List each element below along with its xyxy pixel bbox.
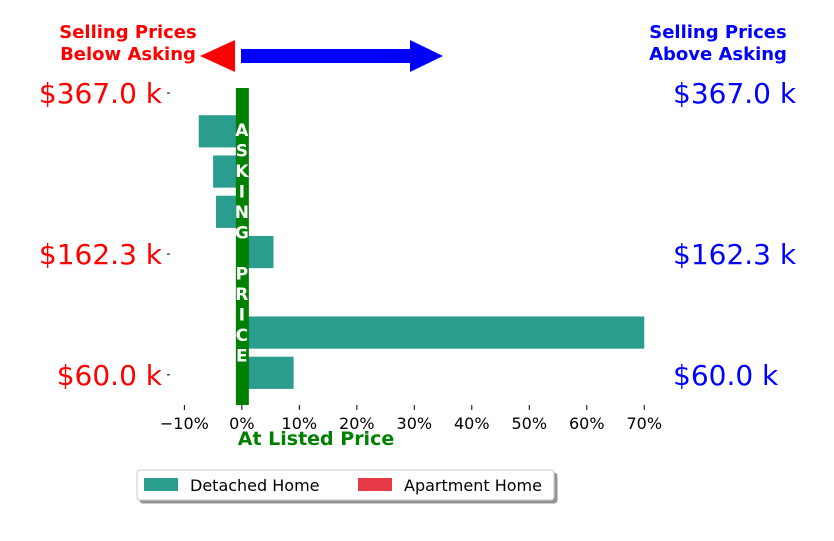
- asking-letter-0: A: [235, 121, 249, 141]
- legend-box: [136, 469, 555, 501]
- x-tick-label: 10%: [282, 414, 318, 433]
- asking-letter-9: I: [239, 306, 245, 326]
- y-tick-label-left: $367.0 k: [39, 77, 163, 110]
- above-asking-line-1: Selling Prices: [649, 22, 786, 43]
- x-tick-label: 30%: [397, 414, 433, 433]
- y-axis-right: $367.0 k $162.3 k $60.0 k: [673, 77, 797, 392]
- x-tick-label: −10%: [160, 414, 209, 433]
- y-tick-label-left: $60.0 k: [57, 359, 163, 392]
- above-asking-title: Selling Prices Above Asking: [649, 22, 787, 65]
- asking-letter-5: G: [235, 224, 249, 244]
- asking-letter-7: P: [236, 265, 248, 285]
- above-asking-line-2: Above Asking: [649, 44, 787, 65]
- y-tick-label-right: $367.0 k: [673, 77, 797, 110]
- bar-detached-home-5: [241, 356, 294, 389]
- x-axis-label: At Listed Price: [238, 428, 394, 450]
- asking-price-line: [235, 88, 249, 405]
- asking-letter-8: R: [235, 285, 248, 305]
- right-arrow-icon: [241, 40, 443, 72]
- y-axis-left: $367.0 k $162.3 k $60.0 k: [39, 77, 170, 392]
- bar-detached-home-0: [198, 115, 242, 148]
- x-tick-label: 0%: [229, 414, 254, 433]
- legend-label-detached: Detached Home: [190, 476, 320, 495]
- bar-detached-home-4: [241, 316, 645, 349]
- x-tick-label: 70%: [626, 414, 662, 433]
- x-tick-label: 60%: [569, 414, 605, 433]
- asking-letter-10: C: [236, 326, 248, 346]
- y-tick-label-left: $162.3 k: [39, 238, 163, 271]
- legend-label-apartment: Apartment Home: [404, 476, 542, 495]
- x-tick-label: 50%: [512, 414, 548, 433]
- legend: Detached Home Apartment Home: [136, 469, 555, 501]
- asking-letter-4: N: [235, 203, 249, 223]
- left-arrow-icon: [200, 40, 235, 72]
- below-asking-line-1: Selling Prices: [59, 22, 196, 43]
- below-asking-line-2: Below Asking: [60, 44, 196, 65]
- asking-letter-1: S: [236, 142, 248, 162]
- x-axis: −10% 0% 10% 20% 30% 40% 50% 60% 70%: [160, 405, 662, 433]
- x-tick-label: 40%: [454, 414, 490, 433]
- x-tick-label: 20%: [339, 414, 375, 433]
- asking-letter-3: I: [239, 183, 245, 203]
- below-asking-title: Selling Prices Below Asking: [59, 22, 196, 65]
- legend-swatch-apartment: [358, 478, 392, 491]
- legend-swatch-detached: [144, 478, 178, 491]
- y-tick-label-right: $60.0 k: [673, 359, 779, 392]
- asking-letter-2: K: [235, 162, 249, 182]
- asking-letter-11: E: [236, 347, 248, 367]
- bars: [198, 115, 645, 389]
- y-tick-label-right: $162.3 k: [673, 238, 797, 271]
